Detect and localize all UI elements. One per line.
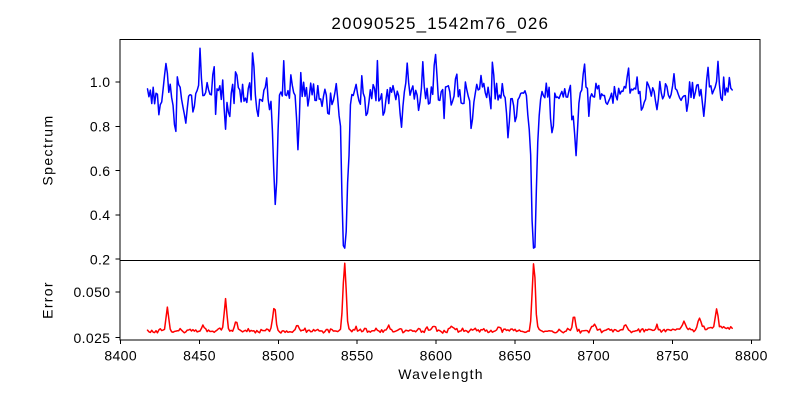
svg-text:8600: 8600 — [420, 348, 453, 364]
svg-text:Spectrum: Spectrum — [40, 114, 56, 185]
svg-text:8800: 8800 — [735, 348, 768, 364]
svg-text:1.0: 1.0 — [90, 74, 111, 90]
svg-text:8700: 8700 — [577, 348, 610, 364]
svg-text:8750: 8750 — [656, 348, 689, 364]
svg-text:0.6: 0.6 — [90, 163, 111, 179]
svg-text:20090525_1542m76_026: 20090525_1542m76_026 — [331, 14, 549, 33]
svg-text:8650: 8650 — [499, 348, 532, 364]
svg-text:0.2: 0.2 — [90, 251, 111, 267]
svg-text:0.8: 0.8 — [90, 119, 111, 135]
svg-text:8500: 8500 — [262, 348, 295, 364]
svg-text:Error: Error — [40, 281, 56, 319]
svg-text:8450: 8450 — [183, 348, 216, 364]
svg-text:0.4: 0.4 — [90, 207, 111, 223]
svg-text:8400: 8400 — [104, 348, 137, 364]
svg-text:0.050: 0.050 — [73, 284, 110, 300]
svg-text:0.025: 0.025 — [73, 330, 110, 346]
svg-text:Wavelength: Wavelength — [398, 366, 483, 382]
svg-text:8550: 8550 — [341, 348, 374, 364]
